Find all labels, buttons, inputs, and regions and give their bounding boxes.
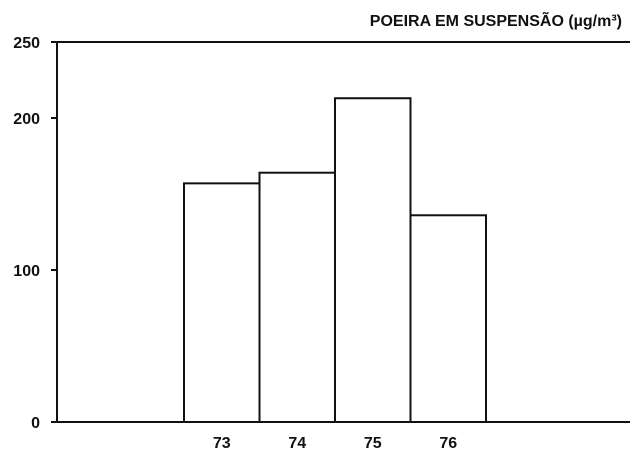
bar (183, 182, 261, 423)
y-tick-label: 100 (13, 263, 40, 280)
bar (258, 171, 336, 423)
x-tick-label: 76 (439, 435, 457, 452)
y-tick-label: 200 (13, 111, 40, 128)
x-tick-label: 75 (364, 435, 382, 452)
y-tick-label: 250 (13, 35, 40, 52)
x-tick-label: 74 (288, 435, 306, 452)
y-tick-label: 0 (31, 415, 40, 432)
chart-title: POEIRA EM SUSPENSÃO (µg/m³) (370, 10, 622, 30)
x-tick-label: 73 (213, 435, 231, 452)
bar (409, 214, 487, 423)
bar (334, 97, 412, 424)
